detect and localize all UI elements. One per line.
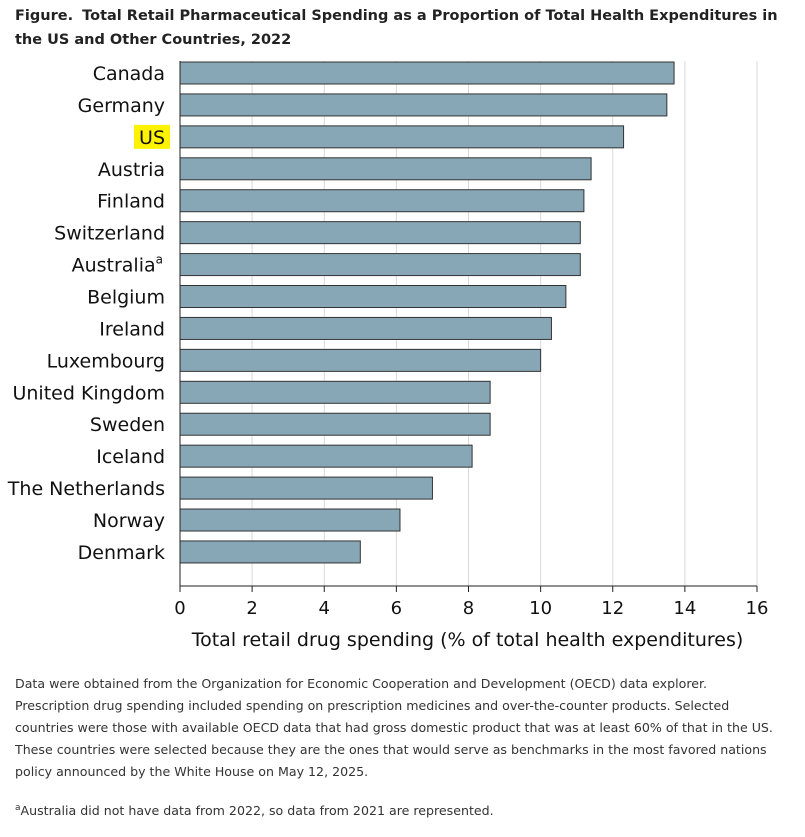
x-tick-label: 4 (319, 598, 330, 619)
footnote-text: Australia did not have data from 2022, s… (20, 803, 494, 818)
category-label: Finland (97, 191, 165, 213)
bar-austria (179, 157, 592, 181)
category-label: Norway (93, 510, 165, 532)
bar-germany (179, 93, 668, 117)
bar-ireland (179, 316, 552, 340)
category-label: Germany (78, 95, 165, 117)
bars (179, 61, 675, 564)
category-label: US (139, 127, 165, 149)
highlight-marker (134, 124, 170, 149)
x-tick-label: 12 (601, 598, 624, 619)
bar-the-netherlands (179, 476, 433, 500)
bar-australia (179, 253, 581, 277)
bar-finland (179, 189, 585, 213)
figure-title-text: Total Retail Pharmaceutical Spending as … (15, 8, 778, 48)
category-label: Luxembourg (47, 350, 165, 372)
category-labels: Canada Germany US Austria Finland Switzerland… (7, 63, 170, 564)
category-label: The Netherlands (7, 478, 165, 500)
category-label: Sweden (90, 414, 165, 436)
bar-denmark (179, 540, 361, 564)
category-label: Denmark (78, 542, 165, 564)
figure-title: Figure. Total Retail Pharmaceutical Spen… (15, 4, 785, 52)
footnote: aAustralia did not have data from 2022, … (15, 800, 775, 822)
category-label: Belgium (87, 287, 165, 309)
bar-norway (179, 508, 401, 532)
category-label: Ireland (99, 318, 165, 340)
bar-luxembourg (179, 348, 542, 372)
x-tick-label: 16 (746, 598, 769, 619)
category-label: Austria (98, 159, 165, 181)
footnote-marker: a (15, 802, 21, 813)
x-tick-label: 8 (463, 598, 474, 619)
figure-label: Figure. (15, 8, 74, 24)
x-tick-label: 10 (529, 598, 552, 619)
category-label: Canada (93, 63, 165, 85)
category-label: Switzerland (54, 223, 165, 245)
bar-switzerland (179, 221, 581, 245)
category-label: United Kingdom (12, 382, 165, 404)
x-tick-label: 0 (174, 598, 185, 619)
bar-chart: Canada Germany US Austria Finland Switzerland… (7, 61, 768, 651)
bar-united-kingdom (179, 380, 491, 404)
x-axis-title: Total retail drug spending (% of total h… (191, 629, 744, 651)
category-label: Australiaa (72, 253, 163, 277)
category-label: Iceland (96, 446, 165, 468)
x-tick-label: 6 (391, 598, 402, 619)
category-superscript: a (156, 253, 163, 267)
bar-canada (179, 61, 675, 85)
bar-sweden (179, 412, 491, 436)
x-tick-label: 14 (673, 598, 696, 619)
x-axis: 0 2 4 6 8 10 12 14 16 (174, 61, 768, 619)
bar-iceland (179, 444, 473, 468)
data-source-note: Data were obtained from the Organization… (15, 676, 773, 779)
x-tick-label: 2 (246, 598, 257, 619)
bar-us (179, 125, 625, 149)
bar-belgium (179, 285, 567, 309)
